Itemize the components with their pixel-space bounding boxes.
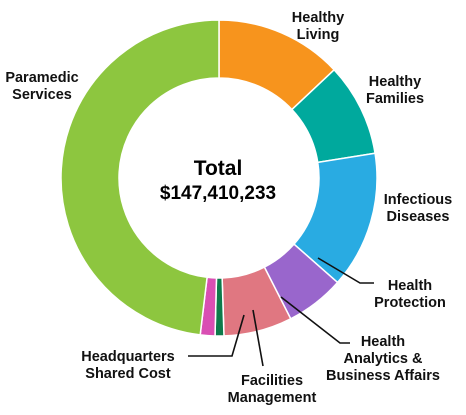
label-healthy-families: Healthy Families — [366, 74, 424, 107]
label-infectious-diseases: Infectious Diseases — [384, 192, 452, 225]
label-facilities-management: Facilities Management — [228, 373, 317, 406]
leader-line-health-analytics-and-business-affairs — [280, 296, 350, 344]
leader-line-health-protection — [317, 257, 374, 284]
leader-line-facilities-management — [252, 309, 264, 367]
label-health-analytics-and-business-affairs: Health Analytics & Business Affairs — [326, 334, 440, 384]
label-health-protection: Health Protection — [374, 278, 446, 311]
slice-paramedic-services — [60, 19, 220, 336]
slices-layer — [60, 19, 378, 337]
label-headquarters-shared-cost: Headquarters Shared Cost — [81, 349, 174, 382]
leader-line-headquarters-shared-cost — [188, 314, 245, 357]
center-total-label: Total — [194, 157, 243, 180]
label-paramedic-services: Paramedic Services — [5, 70, 78, 103]
slice-labels-layer: Healthy Living Healthy Families Infectious Di… — [5, 10, 452, 406]
leader-lines-layer — [188, 257, 374, 367]
center-total-value: $147,410,233 — [160, 183, 276, 204]
label-healthy-living: Healthy Living — [292, 10, 344, 43]
